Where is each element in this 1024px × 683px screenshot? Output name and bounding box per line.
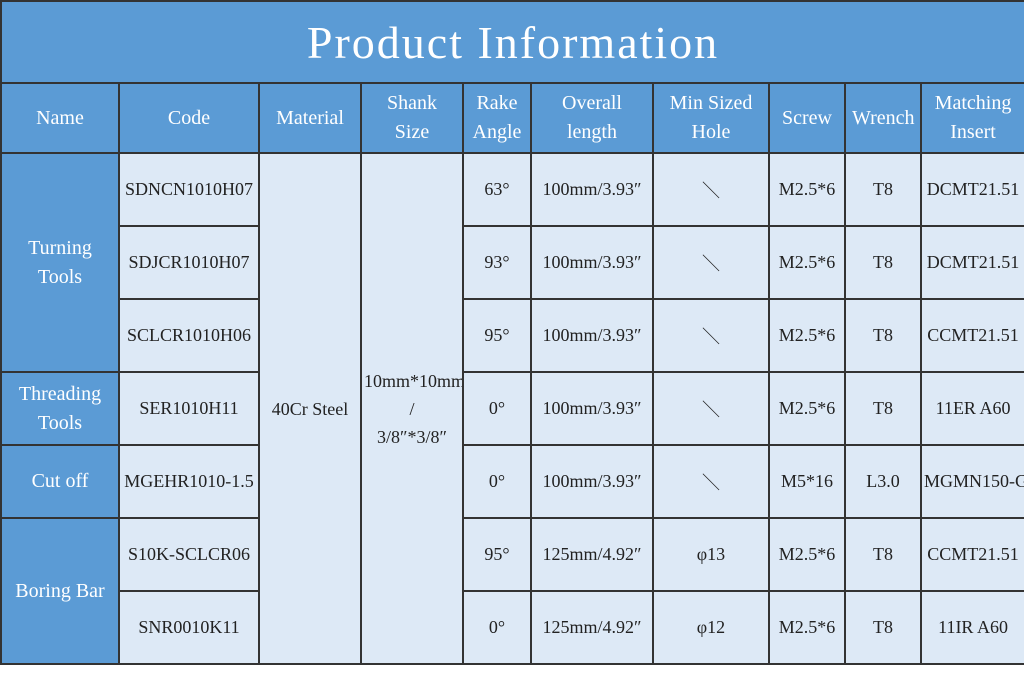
screw-cell: M5*16 (768, 444, 846, 519)
insert-cell: 11IR A60 (919, 590, 1024, 665)
rake-cell: 95° (462, 298, 532, 373)
name-cell: Boring Bar (0, 517, 120, 665)
screw-cell: M2.5*6 (768, 590, 846, 665)
data-row: SNR0010K11 0° 125mm/4.92″ φ12 M2.5*6 T8 11IR A… (1, 590, 1024, 665)
shank-cell: 10mm*10mm / 3/8″*3/8″ (360, 152, 464, 665)
data-row: Threading Tools SER1010H11 0° 100mm/3.93″ ＼ M… (0, 371, 1024, 446)
insert-cell: CCMT21.51 (919, 298, 1024, 373)
wrench-cell: T8 (844, 298, 922, 373)
header-cell: Rake Angle (462, 82, 532, 154)
wrench-cell: T8 (844, 225, 922, 300)
screw-cell: M2.5*6 (768, 225, 846, 300)
hole-cell: ＼ (652, 298, 770, 373)
screw-cell: M2.5*6 (768, 298, 846, 373)
header-cell: Min Sized Hole (652, 82, 770, 154)
rake-cell: 0° (462, 371, 532, 446)
hole-cell: ＼ (652, 225, 770, 300)
data-row: Turning Tools SDNCN1010H07 40Cr Steel 10mm*… (0, 152, 1024, 665)
wrench-cell: T8 (844, 371, 922, 446)
code-cell: SNR0010K11 (118, 590, 260, 665)
rake-cell: 63° (462, 152, 532, 227)
length-cell: 100mm/3.93″ (530, 444, 654, 519)
title: Product Information (0, 0, 1024, 84)
shank-line: 3/8″*3/8″ (377, 426, 447, 447)
header-cell: Name (0, 82, 120, 154)
code-cell: MGEHR1010-1.5 (118, 444, 260, 519)
wrench-cell: T8 (844, 517, 922, 592)
insert-cell: DCMT21.51 (919, 225, 1024, 300)
code-cell: S10K-SCLCR06 (118, 517, 260, 592)
data-row: Cut off MGEHR1010-1.5 0° 100mm/3.93″ ＼ M5*16 L… (0, 444, 1024, 519)
name-cell: Turning Tools (0, 152, 120, 373)
code-cell: SCLCR1010H06 (118, 298, 260, 373)
rake-cell: 93° (462, 225, 532, 300)
screw-cell: M2.5*6 (768, 517, 846, 592)
rake-cell: 0° (462, 444, 532, 519)
insert-cell: MGMN150-G (919, 444, 1024, 519)
header-cell: Overall length (530, 82, 654, 154)
material-cell: 40Cr Steel (258, 152, 362, 665)
header-row: Name Code Material Shank Size Rake Angle Over… (0, 82, 1024, 154)
screw-cell: M2.5*6 (768, 152, 846, 227)
length-cell: 100mm/3.93″ (530, 298, 654, 373)
hole-cell: ＼ (652, 444, 770, 519)
data-row: SDJCR1010H07 93° 100mm/3.93″ ＼ M2.5*6 T8 DCMT2… (1, 225, 1024, 300)
header-cell: Shank Size (360, 82, 464, 154)
insert-cell: DCMT21.51 (919, 152, 1024, 227)
code-cell: SDNCN1010H07 (118, 152, 260, 227)
header-cell: Screw (768, 82, 846, 154)
product-table: Product Information Name Code Material Shank… (0, 0, 1024, 665)
title-row: Product Information (0, 0, 1024, 84)
hole-cell: φ12 (652, 590, 770, 665)
rake-cell: 0° (462, 590, 532, 665)
name-cell: Cut off (0, 444, 120, 519)
rake-cell: 95° (462, 517, 532, 592)
insert-cell: 11ER A60 (919, 371, 1024, 446)
wrench-cell: L3.0 (844, 444, 922, 519)
length-cell: 125mm/4.92″ (530, 517, 654, 592)
code-cell: SDJCR1010H07 (118, 225, 260, 300)
wrench-cell: T8 (844, 152, 922, 227)
length-cell: 100mm/3.93″ (530, 371, 654, 446)
header-cell: Material (258, 82, 362, 154)
length-cell: 125mm/4.92″ (530, 590, 654, 665)
length-cell: 100mm/3.93″ (530, 225, 654, 300)
name-cell: Threading Tools (0, 371, 120, 446)
shank-line: 10mm*10mm (364, 370, 463, 391)
hole-cell: ＼ (652, 152, 770, 227)
hole-cell: φ13 (652, 517, 770, 592)
screw-cell: M2.5*6 (768, 371, 846, 446)
shank-line: / (409, 398, 415, 419)
length-cell: 100mm/3.93″ (530, 152, 654, 227)
wrench-cell: T8 (844, 590, 922, 665)
hole-cell: ＼ (652, 371, 770, 446)
data-row: Boring Bar S10K-SCLCR06 95° 125mm/4.92″ φ13 M… (0, 517, 1024, 665)
code-cell: SER1010H11 (118, 371, 260, 446)
insert-cell: CCMT21.51 (919, 517, 1024, 592)
data-row: SCLCR1010H06 95° 100mm/3.93″ ＼ M2.5*6 T8 CCMT2… (1, 298, 1024, 373)
header-cell: Wrench (844, 82, 922, 154)
header-cell: Code (118, 82, 260, 154)
header-cell: Matching Insert (919, 82, 1024, 154)
